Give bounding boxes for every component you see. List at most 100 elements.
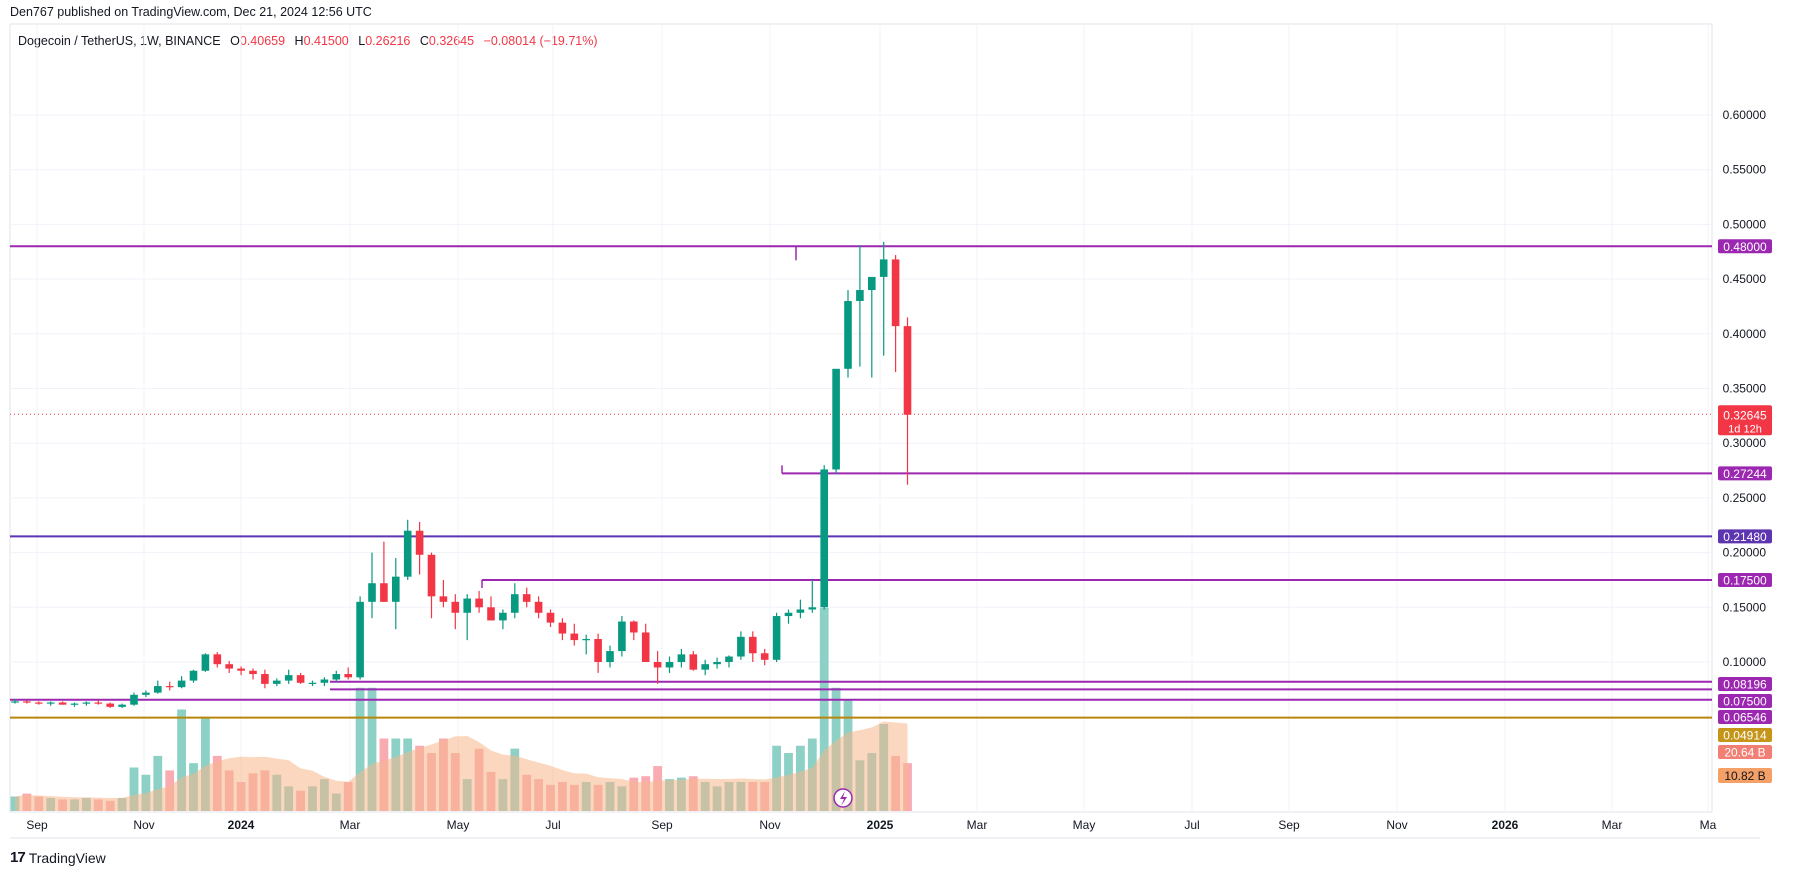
candle-body <box>261 674 269 684</box>
svg-text:0.21480: 0.21480 <box>1723 530 1767 544</box>
symbol-title[interactable]: Dogecoin / TetherUS, 1W, BINANCE <box>18 34 221 48</box>
svg-text:10.82 B: 10.82 B <box>1724 769 1765 783</box>
x-tick-label: Mar <box>340 818 361 832</box>
volume-bar <box>201 716 210 811</box>
candle-body <box>713 662 721 665</box>
candle-body <box>737 636 745 657</box>
candle-body <box>630 621 638 633</box>
level-price-label: 0.48000 <box>1718 239 1772 254</box>
y-tick-label: 0.35000 <box>1723 382 1767 396</box>
y-tick-label: 0.40000 <box>1723 327 1767 341</box>
candle-body <box>653 662 662 668</box>
candle-body <box>70 703 79 705</box>
candle-body <box>35 702 43 704</box>
candle-body <box>213 654 222 665</box>
candle-body <box>677 654 686 662</box>
change-value: −0.08014 (−19.71%) <box>483 34 598 48</box>
x-tick-label: Jul <box>1184 818 1199 832</box>
low-label: L <box>358 34 366 48</box>
y-tick-label: 0.15000 <box>1723 600 1767 614</box>
candle-body <box>225 664 233 669</box>
x-tick-label: Sep <box>26 818 48 832</box>
candle-body <box>844 300 852 369</box>
candle-body <box>439 596 448 602</box>
volume-bar <box>355 687 365 811</box>
open-value: 0.40659 <box>239 34 286 48</box>
volume-ma-area <box>15 721 908 811</box>
candle-body <box>296 675 305 683</box>
x-tick-label: May <box>447 818 470 832</box>
y-tick-label: 0.25000 <box>1723 491 1767 505</box>
published-note: Den767 published on TradingView.com, Dec… <box>10 5 372 19</box>
candle-body <box>23 701 31 703</box>
plot-frame <box>9 23 1713 813</box>
candle-body <box>689 654 698 670</box>
candle-body <box>749 636 757 654</box>
candle-body <box>356 601 364 678</box>
candle-body <box>606 651 614 662</box>
svg-text:1d 12h: 1d 12h <box>1728 423 1762 435</box>
level-price-label: 0.07500 <box>1718 694 1772 709</box>
volume-ma-label: 10.82 B <box>1718 768 1772 783</box>
svg-text:0.27244: 0.27244 <box>1723 467 1767 481</box>
x-tick-label: 2026 <box>1492 818 1519 832</box>
svg-text:0.17500: 0.17500 <box>1723 573 1767 587</box>
candle-body <box>558 622 567 634</box>
svg-text:0.06546: 0.06546 <box>1723 711 1767 725</box>
brand-name: TradingView <box>28 849 106 866</box>
candle-body <box>522 594 531 602</box>
y-tick-label: 0.60000 <box>1723 108 1767 122</box>
volume-bar <box>141 774 151 811</box>
candle-body <box>368 583 376 602</box>
candle-body <box>249 670 257 675</box>
candle-body <box>142 692 150 695</box>
candle-body <box>891 259 900 327</box>
candle-body <box>665 662 674 668</box>
high-value: 0.41500 <box>303 34 349 48</box>
close-value: 0.32645 <box>428 34 475 48</box>
candle-body <box>82 702 91 704</box>
level-price-label: 0.06546 <box>1718 710 1772 725</box>
y-tick-label: 0.50000 <box>1723 217 1767 231</box>
candle-body <box>511 594 519 613</box>
candle-body <box>903 326 912 415</box>
candle-body <box>189 670 198 681</box>
symbol-legend: Dogecoin / TetherUS, 1W, BINANCE O0.4065… <box>18 34 598 48</box>
candle-body <box>487 607 495 621</box>
candle-body <box>11 701 19 703</box>
candle-body <box>237 668 245 671</box>
svg-text:20.64 B: 20.64 B <box>1724 746 1765 760</box>
x-tick-label: Sep <box>1278 818 1300 832</box>
level-price-label: 0.17500 <box>1718 572 1772 587</box>
y-tick-label: 0.55000 <box>1723 163 1767 177</box>
candle-body <box>499 612 507 621</box>
x-tick-label: Sep <box>651 818 673 832</box>
tradingview-footer: 17 TradingView <box>10 849 106 866</box>
candle-body <box>463 598 471 613</box>
candle-body <box>582 639 590 641</box>
candle-body <box>392 576 400 602</box>
candle-body <box>725 656 733 662</box>
candle-body <box>106 703 114 707</box>
candle-body <box>534 601 543 613</box>
candle-body <box>641 632 650 662</box>
lightning-icon <box>833 788 853 808</box>
x-tick-label: Ma <box>1700 818 1717 832</box>
candle-body <box>284 675 293 681</box>
close-label: C <box>419 34 429 48</box>
candle-body <box>130 694 138 705</box>
candle-body <box>868 276 876 291</box>
x-tick-label: Nov <box>133 818 154 832</box>
candle-body <box>475 598 483 608</box>
candle-body <box>380 583 388 602</box>
level-price-label: 0.27244 <box>1718 466 1772 481</box>
candle-body <box>701 664 709 670</box>
volume-bar <box>819 608 829 811</box>
open-label: O <box>230 34 240 48</box>
x-tick-label: 2024 <box>228 818 255 832</box>
svg-text:0.07500: 0.07500 <box>1723 695 1767 709</box>
candle-body <box>832 368 840 470</box>
x-tick-label: Jul <box>545 818 560 832</box>
